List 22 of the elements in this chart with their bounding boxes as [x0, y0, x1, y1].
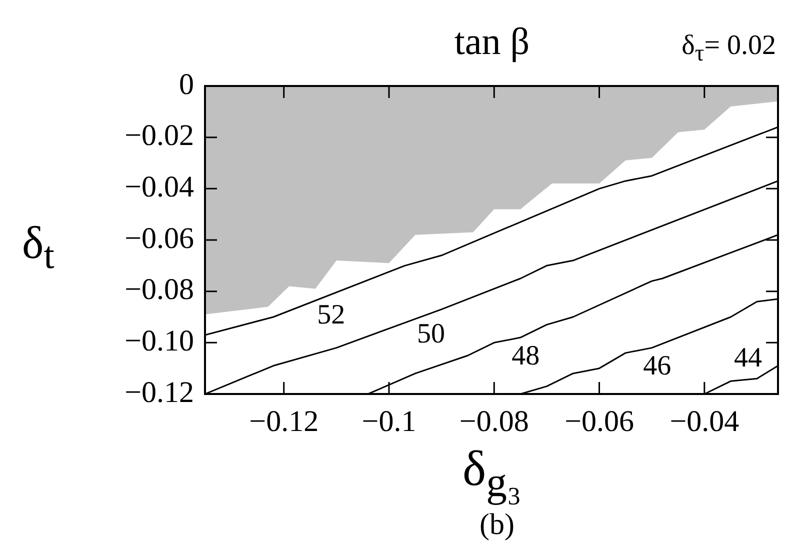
x-tick-label: −0.1: [362, 404, 416, 438]
y-tick-label: −0.02: [124, 119, 194, 152]
annotation: 48: [512, 340, 540, 372]
y-tick-label: −0.06: [124, 222, 194, 255]
x-tick-label: −0.06: [564, 404, 634, 438]
text: (b): [478, 508, 516, 542]
text: δ$_{τ}$= 0.02: [682, 30, 776, 68]
x-tick-label: −0.04: [670, 404, 740, 438]
y-axis-title: δ$_{t}$: [22, 216, 54, 278]
chart-title: tan β: [454, 21, 530, 63]
x-tick-label: −0.12: [249, 404, 319, 438]
x-axis-title: δ$_{g₃}$: [462, 440, 522, 506]
y-tick-label: −0.08: [124, 273, 194, 306]
y-tick-label: −0.12: [124, 376, 194, 409]
annotation: 44: [734, 342, 762, 374]
y-tick-label: −0.10: [124, 324, 194, 358]
annotation: 46: [643, 350, 672, 382]
y-tick-label: 0: [179, 68, 194, 101]
x-tick-label: −0.08: [459, 404, 529, 438]
annotation: 50: [417, 318, 446, 350]
y-tick-label: −0.04: [124, 170, 194, 204]
annotation: 52: [317, 299, 346, 330]
